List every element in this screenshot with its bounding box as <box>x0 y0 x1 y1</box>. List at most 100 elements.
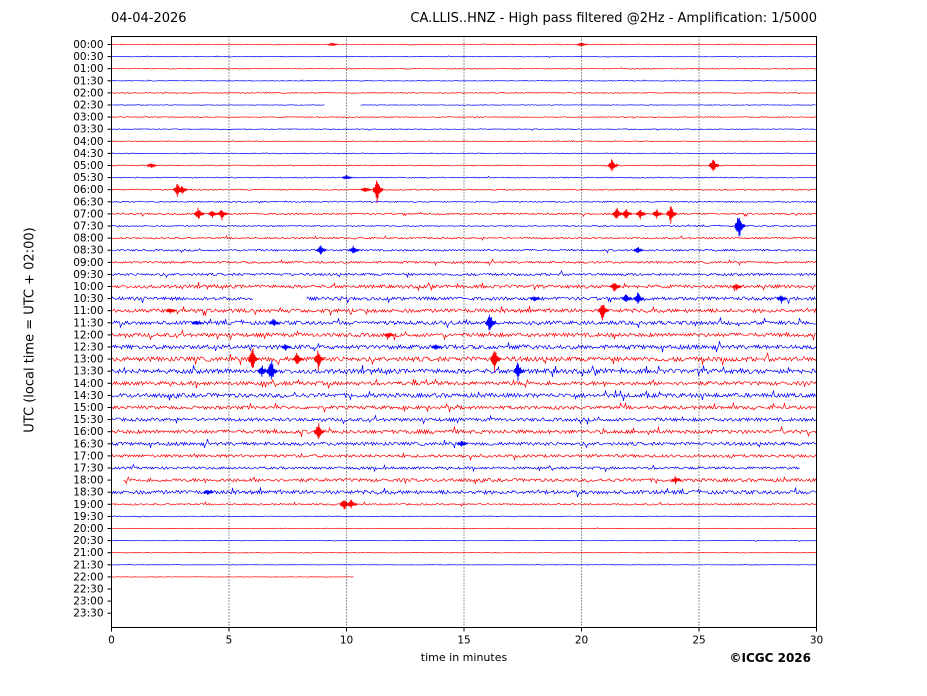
y-axis-label: UTC (local time = UTC + 02:00) <box>22 227 38 433</box>
event-signal <box>165 308 177 314</box>
event-signal <box>217 209 229 221</box>
y-tick-label: 21:30 <box>73 559 103 571</box>
event-signal <box>633 247 645 253</box>
event-signal <box>349 245 360 254</box>
y-tick-label: 22:00 <box>73 571 103 583</box>
y-tick-label: 15:30 <box>73 414 103 426</box>
y-tick-label: 16:00 <box>73 426 103 438</box>
event-signal <box>266 360 278 380</box>
trace-row-1030 <box>306 294 816 305</box>
event-signal <box>607 159 619 172</box>
event-signal <box>621 209 633 219</box>
y-tick-label: 18:30 <box>73 487 103 499</box>
chart-title: CA.LLIS..HNZ - High pass filtered @2Hz -… <box>410 11 817 26</box>
y-tick-label: 08:30 <box>73 245 103 257</box>
y-tick-label: 15:00 <box>73 402 103 414</box>
event-signal <box>431 344 443 350</box>
trace-row-1030 <box>111 296 253 303</box>
trace-row-1400 <box>111 378 817 389</box>
y-tick-label: 20:00 <box>73 523 103 535</box>
x-tick-label: 25 <box>692 635 705 647</box>
event-signal <box>530 296 541 302</box>
y-tick-label: 19:00 <box>73 499 103 511</box>
event-signal <box>598 304 609 321</box>
y-tick-label: 05:30 <box>73 172 103 184</box>
event-signal <box>612 207 624 219</box>
y-tick-label: 05:00 <box>73 160 103 172</box>
y-tick-label: 00:30 <box>73 51 103 63</box>
y-tick-label: 16:30 <box>73 438 103 450</box>
trace-row-2000 <box>111 527 817 530</box>
y-tick-label: 09:30 <box>73 269 103 281</box>
y-tick-label: 07:30 <box>73 221 103 233</box>
y-axis: 00:0000:3001:0001:3002:0002:3003:0003:30… <box>73 39 112 620</box>
y-tick-label: 23:00 <box>73 596 103 608</box>
event-signal <box>635 209 647 220</box>
event-signal <box>360 187 372 193</box>
event-signal <box>490 351 501 373</box>
event-signal <box>292 352 304 365</box>
event-signal <box>203 489 215 495</box>
trace-row-0200 <box>111 91 817 94</box>
trace-row-1200 <box>111 329 817 341</box>
y-tick-label: 14:30 <box>73 390 103 402</box>
copyright: ©ICGC 2026 <box>729 651 811 665</box>
y-tick-label: 18:00 <box>73 475 103 487</box>
event-signal <box>194 207 205 219</box>
event-signal <box>610 283 621 292</box>
plot-frame <box>111 36 817 628</box>
event-signal <box>671 476 682 485</box>
y-tick-label: 09:00 <box>73 257 103 269</box>
y-tick-label: 01:30 <box>73 75 103 87</box>
y-tick-label: 10:00 <box>73 281 103 293</box>
trace-row-0030 <box>111 55 817 58</box>
event-signal <box>248 347 259 369</box>
trace-row-0130 <box>111 79 817 82</box>
trace-row-0000 <box>111 43 817 46</box>
trace-row-1800 <box>123 475 817 485</box>
event-signal <box>708 159 720 172</box>
trace-row-1600 <box>111 425 817 438</box>
event-signal <box>346 499 358 509</box>
y-tick-label: 23:30 <box>73 608 103 620</box>
date-label: 04-04-2026 <box>111 11 187 26</box>
y-tick-label: 17:00 <box>73 450 103 462</box>
trace-row-1530 <box>111 414 817 425</box>
event-signal <box>313 423 325 440</box>
y-tick-label: 02:30 <box>73 100 103 112</box>
event-signal <box>776 295 788 304</box>
event-signal <box>732 283 743 291</box>
event-signal <box>577 42 588 48</box>
event-signal <box>316 245 327 255</box>
y-tick-label: 14:00 <box>73 378 103 390</box>
y-tick-label: 04:30 <box>73 148 103 160</box>
event-signal <box>384 332 396 338</box>
event-signal <box>313 350 325 371</box>
y-tick-label: 21:00 <box>73 547 103 559</box>
event-signal <box>177 186 189 194</box>
event-signal <box>513 362 525 381</box>
event-signal <box>208 210 219 218</box>
event-signal <box>269 318 280 326</box>
event-signal <box>633 292 645 304</box>
x-tick-label: 20 <box>575 635 588 647</box>
y-tick-label: 10:30 <box>73 293 103 305</box>
y-tick-label: 07:00 <box>73 208 103 220</box>
event-signal <box>652 209 664 219</box>
event-signal <box>147 163 158 169</box>
event-signal <box>342 175 353 180</box>
y-tick-label: 03:00 <box>73 112 103 124</box>
y-tick-label: 13:00 <box>73 354 103 366</box>
y-tick-label: 08:00 <box>73 233 103 245</box>
x-tick-label: 5 <box>226 635 233 647</box>
event-signal <box>734 217 746 237</box>
y-tick-label: 19:30 <box>73 511 103 523</box>
y-tick-label: 03:30 <box>73 124 103 136</box>
event-signal <box>328 42 339 47</box>
event-signal <box>281 344 292 351</box>
y-tick-label: 00:00 <box>73 39 103 51</box>
y-tick-label: 11:30 <box>73 317 103 329</box>
y-tick-label: 20:30 <box>73 535 103 547</box>
y-tick-label: 02:00 <box>73 87 103 99</box>
